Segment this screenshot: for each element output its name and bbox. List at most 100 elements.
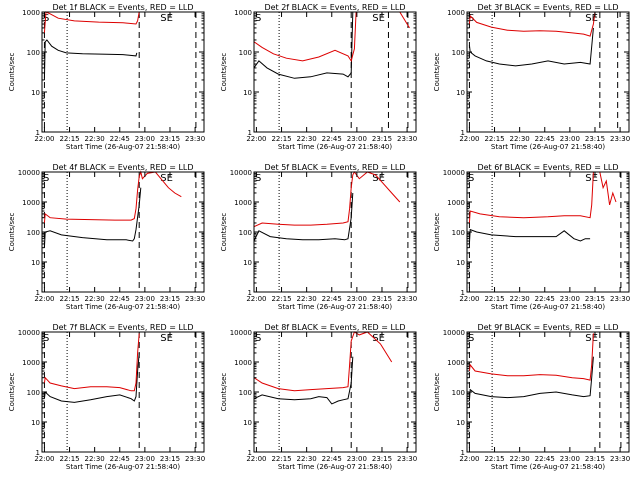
x-tick-label: 22:45 <box>110 455 130 463</box>
x-tick-label: 22:30 <box>297 135 317 143</box>
series-line-lld <box>253 11 410 63</box>
x-tick-label: 22:45 <box>322 455 342 463</box>
chart-title: Det 7f BLACK = Events, RED = LLD <box>52 323 193 332</box>
y-axis-label: Counts/sec <box>433 373 441 412</box>
y-tick-label: 1 <box>248 129 252 137</box>
y-tick-label: 10000 <box>443 329 465 337</box>
x-tick-label: 22:45 <box>110 135 130 143</box>
x-tick-label: 23:00 <box>347 295 367 303</box>
y-tick-label: 1000 <box>22 199 40 207</box>
plot-frame <box>253 171 417 293</box>
eclipse-label: SE <box>585 173 598 184</box>
saa-label: S <box>255 173 261 184</box>
y-tick-label: 10000 <box>230 329 252 337</box>
y-tick-label: 100 <box>239 389 252 397</box>
y-tick-label: 100 <box>452 389 465 397</box>
x-tick-label: 22:45 <box>110 295 130 303</box>
x-tick-label: 22:15 <box>484 455 504 463</box>
y-tick-label: 1 <box>461 289 465 297</box>
chart-title: Det 2f BLACK = Events, RED = LLD <box>264 3 405 12</box>
plot-frame <box>253 331 417 453</box>
x-tick-label: 22:00 <box>459 135 479 143</box>
x-axis-label: Start Time (26-Aug-07 21:58:40) <box>278 143 392 151</box>
y-tick-label: 10 <box>456 259 465 267</box>
x-tick-label: 23:30 <box>397 295 417 303</box>
x-tick-label: 23:30 <box>397 455 417 463</box>
x-tick-label: 23:30 <box>610 135 630 143</box>
series-line-events <box>43 187 142 248</box>
x-tick-label: 22:15 <box>271 295 291 303</box>
saa-label: S <box>468 13 474 24</box>
y-tick-label: 10 <box>31 89 40 97</box>
x-tick-label: 22:00 <box>246 295 266 303</box>
y-tick-label: 1000 <box>447 359 465 367</box>
y-tick-label: 100 <box>239 49 252 57</box>
x-tick-label: 23:15 <box>372 455 392 463</box>
y-tick-label: 1000 <box>447 9 465 17</box>
series-line-events <box>468 228 591 244</box>
x-tick-label: 23:30 <box>610 295 630 303</box>
series-line-events <box>253 356 354 405</box>
x-tick-label: 22:30 <box>297 455 317 463</box>
x-tick-label: 23:00 <box>560 135 580 143</box>
x-tick-label: 23:00 <box>560 455 580 463</box>
x-tick-label: 23:15 <box>585 455 605 463</box>
y-tick-label: 100 <box>27 389 40 397</box>
series-line-lld <box>468 333 594 381</box>
x-tick-label: 22:15 <box>484 135 504 143</box>
x-tick-label: 23:00 <box>347 135 367 143</box>
chart-title: Det 6f BLACK = Events, RED = LLD <box>477 163 618 172</box>
x-tick-label: 22:30 <box>85 295 105 303</box>
plot-frame <box>466 331 630 453</box>
y-tick-label: 10 <box>243 419 252 427</box>
x-tick-label: 22:45 <box>322 295 342 303</box>
plot-frame <box>466 11 630 133</box>
x-tick-label: 22:45 <box>535 295 555 303</box>
x-tick-label: 23:30 <box>397 135 417 143</box>
eclipse-label: SE <box>160 173 173 184</box>
series-line-lld <box>43 11 140 33</box>
y-axis-label: Counts/sec <box>8 213 16 252</box>
y-axis-label: Counts/sec <box>433 53 441 92</box>
series-line-events <box>468 356 594 402</box>
chart-title: Det 9f BLACK = Events, RED = LLD <box>477 323 618 332</box>
y-axis-label: Counts/sec <box>8 373 16 412</box>
x-tick-label: 23:30 <box>185 295 205 303</box>
x-tick-label: 23:15 <box>585 295 605 303</box>
chart-title: Det 3f BLACK = Events, RED = LLD <box>477 3 618 12</box>
x-axis-label: Start Time (26-Aug-07 21:58:40) <box>491 463 605 471</box>
x-tick-label: 23:15 <box>160 295 180 303</box>
x-tick-label: 22:30 <box>510 135 530 143</box>
saa-label: S <box>43 13 49 24</box>
x-tick-label: 22:30 <box>85 455 105 463</box>
chart-title: Det 5f BLACK = Events, RED = LLD <box>264 163 405 172</box>
x-tick-label: 22:30 <box>85 135 105 143</box>
x-tick-label: 23:15 <box>160 455 180 463</box>
saa-label: S <box>43 333 49 344</box>
y-tick-label: 1000 <box>234 359 252 367</box>
eclipse-label: SE <box>372 333 385 344</box>
saa-label: S <box>43 173 49 184</box>
series-line-events <box>43 39 138 81</box>
x-axis-label: Start Time (26-Aug-07 21:58:40) <box>66 303 180 311</box>
y-tick-label: 1 <box>36 289 40 297</box>
y-tick-label: 1 <box>461 129 465 137</box>
plot-frame <box>41 331 205 453</box>
y-tick-label: 100 <box>239 229 252 237</box>
y-tick-label: 10 <box>243 259 252 267</box>
y-axis-label: Counts/sec <box>220 213 228 252</box>
x-tick-label: 23:00 <box>560 295 580 303</box>
y-axis-label: Counts/sec <box>433 213 441 252</box>
plot-frame <box>466 171 630 293</box>
y-tick-label: 1000 <box>447 199 465 207</box>
x-axis-label: Start Time (26-Aug-07 21:58:40) <box>278 303 392 311</box>
y-tick-label: 10 <box>456 419 465 427</box>
x-tick-label: 23:00 <box>135 455 155 463</box>
y-tick-label: 10000 <box>443 169 465 177</box>
x-tick-label: 22:00 <box>246 135 266 143</box>
